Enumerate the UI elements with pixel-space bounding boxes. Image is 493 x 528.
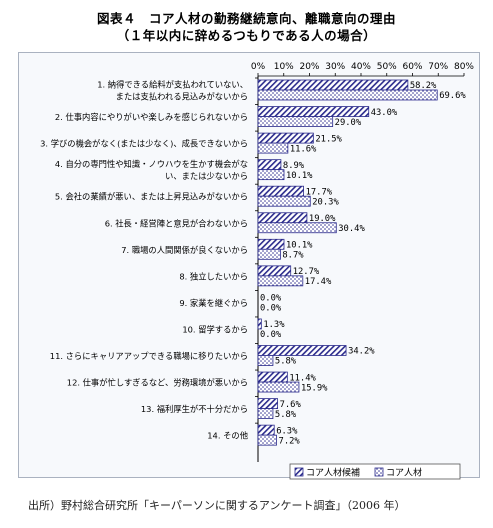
legend-swatch-core xyxy=(374,467,384,477)
bar-core-candidate xyxy=(257,265,292,277)
data-label: 8.7% xyxy=(282,251,304,261)
data-label: 19.0% xyxy=(309,214,336,224)
source-note: 出所）野村総合研究所「キーパーソンに関するアンケート調査」（2006 年） xyxy=(28,499,406,512)
category-label: 4. 自分の専門性や知識・ノウハウを生かす機会がな xyxy=(55,159,248,169)
bar-core-candidate xyxy=(257,212,308,224)
bar-core-candidate xyxy=(257,106,370,117)
bar-core xyxy=(257,116,334,127)
bar-core-candidate xyxy=(257,424,275,436)
data-label: 0.0% xyxy=(260,294,282,304)
legend-swatch-core-candidate xyxy=(294,467,304,477)
bar-core xyxy=(257,275,304,287)
chart-frame xyxy=(18,52,480,478)
category-label: 13. 福利厚生が不十分だから xyxy=(141,404,248,414)
category-label: 2. 仕事内容にやりがいや楽しみを感じられないから xyxy=(55,112,248,122)
bar-core-candidate xyxy=(257,79,409,91)
data-label: 29.0% xyxy=(335,118,362,128)
data-label: 17.4% xyxy=(305,277,332,287)
bar-core xyxy=(257,222,337,234)
bar-core xyxy=(257,408,274,420)
data-label: 43.0% xyxy=(371,108,398,118)
x-tick-label: 80% xyxy=(454,62,474,72)
bar-core-candidate xyxy=(257,371,288,383)
category-label: 9. 家業を継ぐから xyxy=(179,298,248,308)
bar-core xyxy=(257,195,311,207)
data-label: 7.6% xyxy=(280,400,302,410)
data-label: 17.7% xyxy=(306,187,333,197)
chart-subtitle: （１年以内に辞めるつもりである人の場合） xyxy=(116,28,377,43)
x-tick-label: 60% xyxy=(402,62,422,72)
bar-core-candidate xyxy=(257,398,278,410)
legend-label-core-candidate: コア人材候補 xyxy=(306,467,360,479)
chart-title: 図表４ コア人材の勤務継続意向、離職意向の理由 xyxy=(96,11,396,26)
category-label: 5. 会社の業績が悪い、または上昇見込みがないから xyxy=(55,192,248,202)
bar-core xyxy=(257,248,281,260)
data-label: 5.8% xyxy=(275,357,297,367)
category-label: 7. 職場の人間関係が良くないから xyxy=(121,245,248,255)
x-tick-label: 70% xyxy=(428,62,448,72)
data-label: 5.8% xyxy=(275,410,297,420)
data-label: 11.6% xyxy=(290,144,317,154)
data-label: 10.1% xyxy=(286,171,313,181)
x-tick-label: 10% xyxy=(274,62,294,72)
bar-core xyxy=(257,169,285,181)
bar-core xyxy=(257,89,438,101)
data-label: 8.9% xyxy=(283,161,305,171)
x-tick-label: 50% xyxy=(377,62,397,72)
bar-core-candidate xyxy=(257,238,285,250)
category-label: 1. 納得できる給料が支払われていない、 xyxy=(97,80,248,90)
data-label: 6.3% xyxy=(276,426,298,436)
data-label: 20.3% xyxy=(312,197,339,207)
bar-core-candidate xyxy=(257,318,262,330)
category-label: 12. 仕事が忙しすぎるなど、労務環境が悪いから xyxy=(67,378,248,388)
legend-label-core: コア人材 xyxy=(386,467,422,479)
data-label: 1.3% xyxy=(263,320,285,330)
category-label: 14. その他 xyxy=(207,431,248,441)
bar-core xyxy=(257,381,300,393)
data-label: 21.5% xyxy=(315,134,342,144)
data-label: 0.0% xyxy=(260,330,282,340)
bar-core xyxy=(257,142,289,154)
data-label: 7.2% xyxy=(279,436,301,446)
bar-core xyxy=(257,355,274,366)
category-label: い、または少ないから xyxy=(165,171,248,181)
data-label: 11.4% xyxy=(289,373,316,383)
x-tick-label: 20% xyxy=(299,62,319,72)
category-label: 3. 学びの機会がなく(または少なく)、成長できないから xyxy=(40,139,248,149)
category-label: 11. さらにキャリアアップできる職場に移りたいから xyxy=(50,351,248,361)
x-tick-label: 40% xyxy=(351,62,371,72)
category-label: 8. 独立したいから xyxy=(179,271,248,281)
data-label: 15.9% xyxy=(301,383,328,393)
data-label: 34.2% xyxy=(348,347,375,357)
data-label: 10.1% xyxy=(286,241,313,251)
bar-core-candidate xyxy=(257,345,347,356)
category-label: または支払われる見込みがないから xyxy=(116,92,248,102)
category-label: 6. 社長・経営陣と意見が合わないから xyxy=(105,218,248,228)
x-tick-label: 0% xyxy=(251,62,266,72)
x-tick-label: 30% xyxy=(325,62,345,72)
data-label: 0.0% xyxy=(260,304,282,314)
category-label: 10. 留学するから xyxy=(182,324,248,334)
data-label: 30.4% xyxy=(338,224,365,234)
bar-core-candidate xyxy=(257,159,282,171)
bar-core xyxy=(257,434,277,446)
data-label: 58.2% xyxy=(410,81,437,91)
data-label: 12.7% xyxy=(293,267,320,277)
data-label: 69.6% xyxy=(439,91,466,101)
bar-core-candidate xyxy=(257,185,304,197)
bar-core-candidate xyxy=(257,132,314,144)
